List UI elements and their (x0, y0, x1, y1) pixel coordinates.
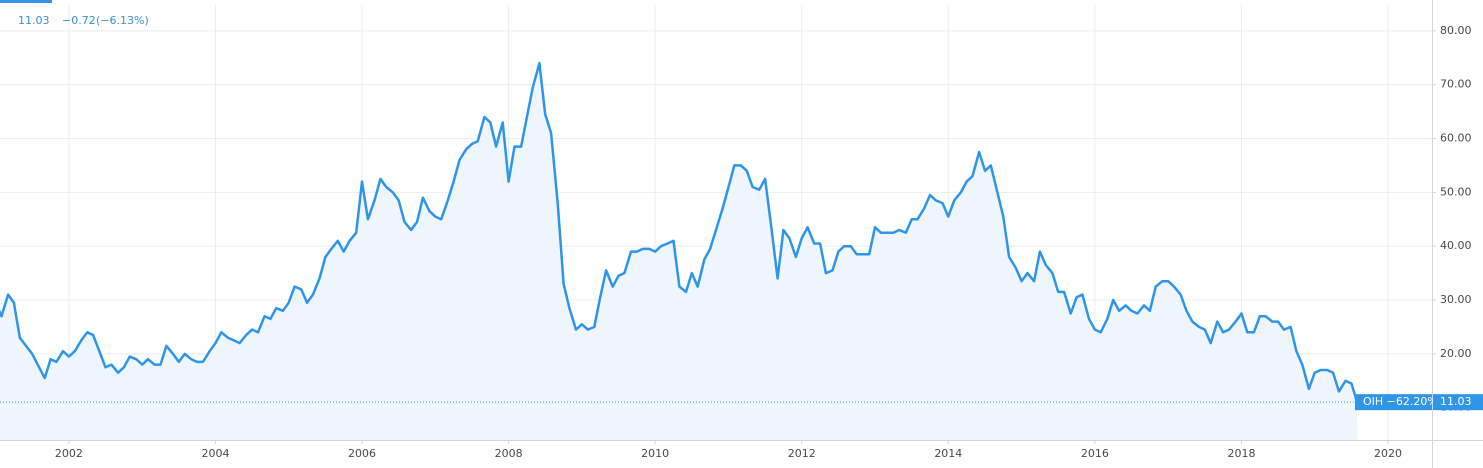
y-tick-label: 20.00 (1440, 347, 1472, 360)
axes: 10.0020.0030.0040.0050.0060.0070.0080.00… (0, 24, 1483, 460)
change-pct: (−6.13%) (96, 14, 149, 27)
x-tick-label: 2014 (934, 447, 962, 460)
price-tag (1433, 394, 1483, 411)
y-tick-label: 50.00 (1440, 185, 1472, 198)
y-tick-label: 60.00 (1440, 132, 1472, 145)
x-tick-label: 2010 (641, 447, 669, 460)
change: −0.72 (62, 14, 96, 27)
symbol-label: OIH −62.20% (1363, 395, 1438, 408)
x-tick-label: 2006 (348, 447, 376, 460)
area-fill (0, 63, 1358, 440)
x-tick-label: 2012 (788, 447, 816, 460)
symbol-tag (1355, 394, 1432, 411)
x-tick-label: 2020 (1374, 447, 1402, 460)
x-tick-label: 2002 (55, 447, 83, 460)
tab-indicator (0, 0, 52, 3)
last-price: 11.03 (18, 14, 50, 27)
plot (0, 61, 1359, 440)
price-line (0, 61, 1359, 403)
price-tag-label: 11.03 (1440, 395, 1472, 408)
y-tick-label: 40.00 (1440, 239, 1472, 252)
x-tick-label: 2018 (1227, 447, 1255, 460)
x-tick-label: 2008 (495, 447, 523, 460)
x-tick-label: 2004 (201, 447, 229, 460)
y-tick-label: 30.00 (1440, 293, 1472, 306)
x-tick-label: 2016 (1081, 447, 1109, 460)
y-tick-label: 80.00 (1440, 24, 1472, 37)
y-tick-label: 70.00 (1440, 78, 1472, 91)
